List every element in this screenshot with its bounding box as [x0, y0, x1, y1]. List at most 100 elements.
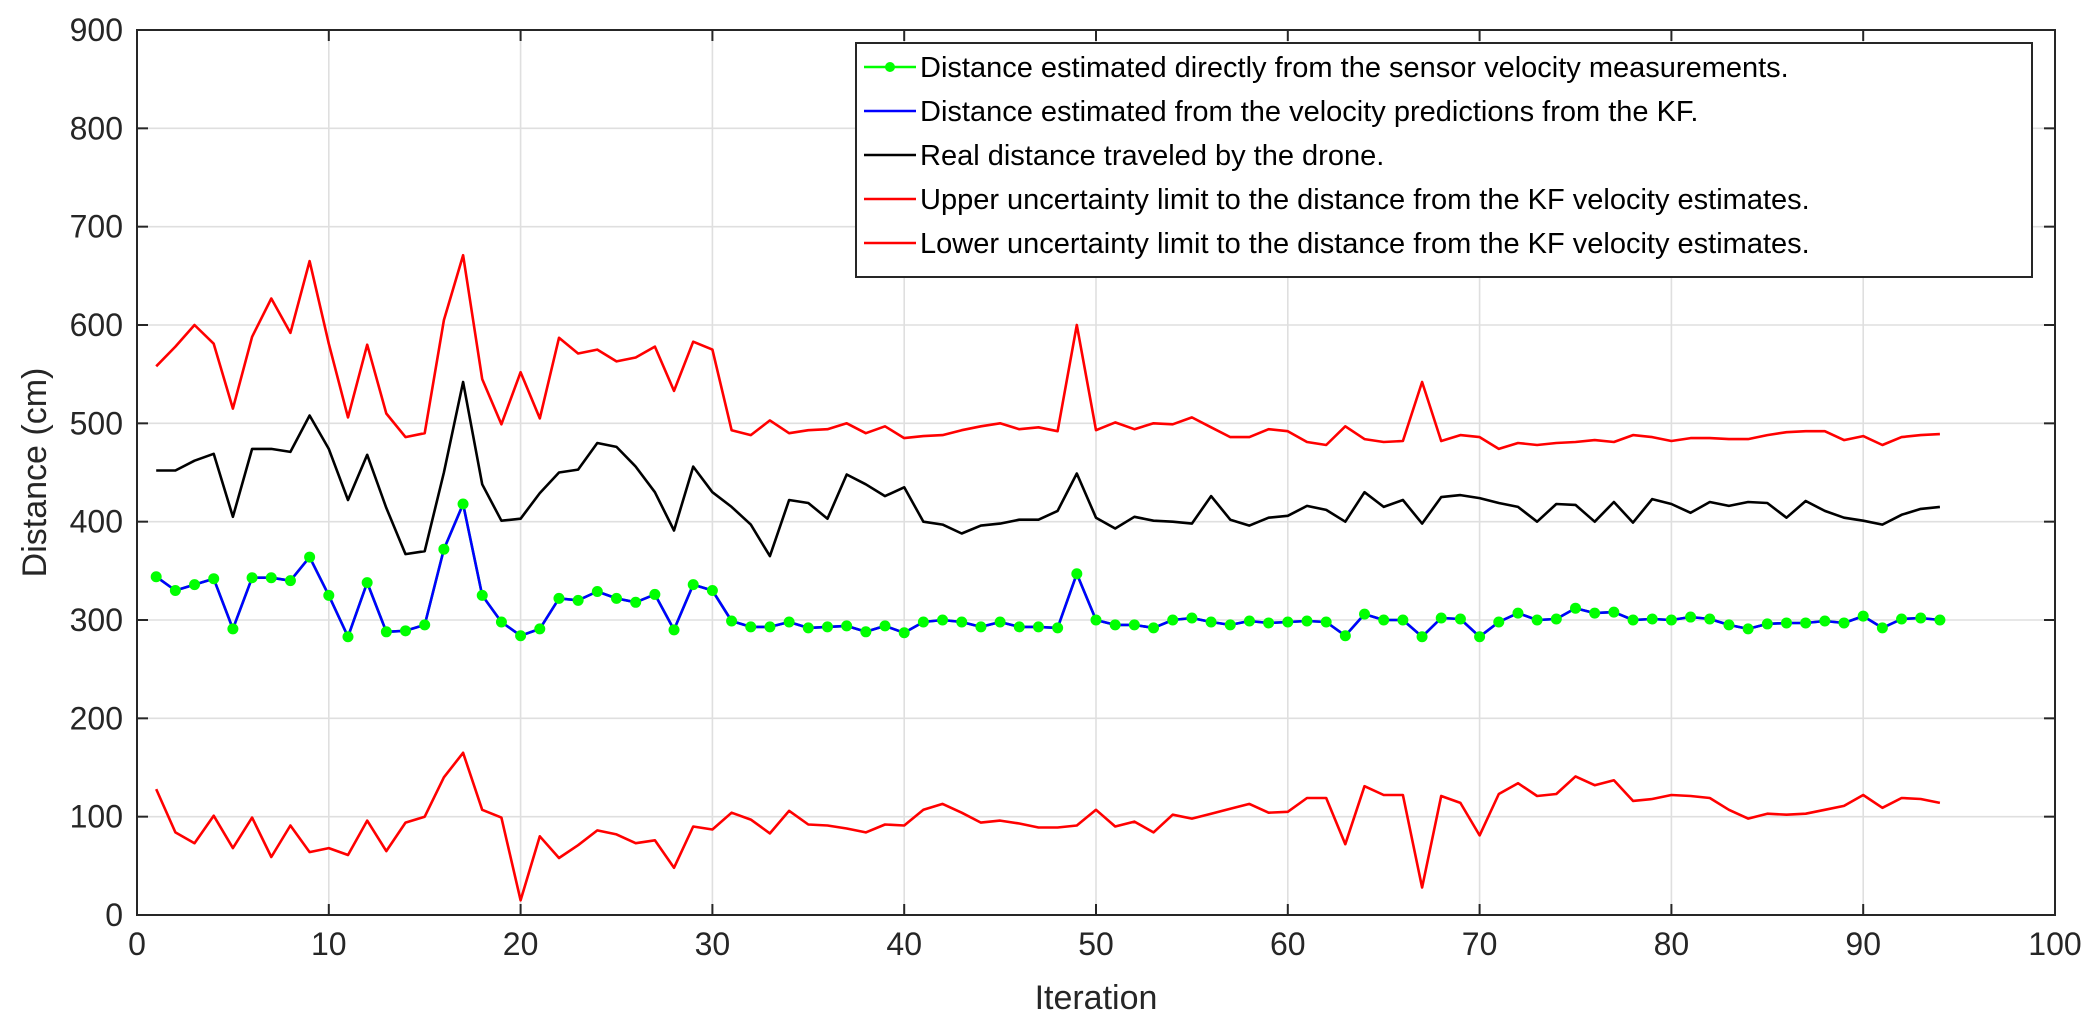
data-point [1474, 631, 1486, 643]
y-tick-label: 200 [70, 700, 123, 736]
x-tick-label: 40 [886, 926, 922, 962]
data-point [937, 614, 949, 626]
data-point [265, 572, 277, 584]
data-point [1109, 619, 1121, 631]
data-point [380, 626, 392, 638]
data-point [400, 625, 412, 637]
data-point [1282, 616, 1294, 628]
data-point [975, 621, 987, 633]
data-point [1205, 616, 1217, 628]
data-point [1838, 617, 1850, 629]
data-point [1090, 614, 1102, 626]
data-point [879, 620, 891, 632]
data-point [495, 616, 507, 628]
data-point [1263, 617, 1275, 629]
data-point [611, 592, 622, 604]
data-point [553, 592, 565, 604]
data-point [1608, 606, 1620, 618]
data-point [1800, 617, 1812, 629]
data-point [706, 585, 718, 596]
data-point [323, 589, 335, 601]
data-point [1243, 615, 1255, 627]
legend-label: Distance estimated from the velocity pre… [920, 96, 1698, 128]
data-point [1780, 617, 1792, 629]
y-tick-label: 700 [70, 209, 123, 245]
data-point [1934, 614, 1946, 626]
data-point [169, 585, 181, 596]
y-tick-label: 0 [105, 897, 123, 933]
y-tick-label: 300 [70, 602, 123, 638]
data-point [802, 622, 814, 634]
data-point [1550, 613, 1562, 625]
x-tick-label: 100 [2028, 926, 2081, 962]
data-point [994, 616, 1006, 628]
legend-label: Lower uncertainty limit to the distance … [920, 228, 1810, 260]
data-point [1435, 612, 1447, 624]
x-tick-label: 20 [503, 926, 539, 962]
data-point [284, 575, 296, 587]
data-point [1454, 613, 1466, 625]
x-tick-label: 80 [1654, 926, 1690, 962]
data-point [1378, 614, 1390, 626]
data-point [150, 571, 162, 583]
data-point [1646, 613, 1658, 625]
data-point [1761, 618, 1773, 630]
legend-marker [885, 62, 895, 72]
data-point [1896, 613, 1908, 625]
data-point [687, 579, 699, 591]
x-tick-label: 70 [1462, 926, 1498, 962]
data-point [917, 616, 929, 628]
data-point [1186, 612, 1198, 624]
data-point [745, 621, 757, 633]
legend: Distance estimated directly from the sen… [855, 42, 2033, 278]
y-tick-label: 100 [70, 799, 123, 835]
data-point [208, 573, 220, 585]
data-point [1320, 616, 1332, 628]
data-point [668, 624, 680, 636]
data-point [1531, 614, 1543, 626]
data-point [515, 630, 527, 642]
y-tick-label: 400 [70, 504, 123, 540]
x-tick-label: 0 [128, 926, 146, 962]
data-point [764, 621, 776, 633]
series-line-4 [155, 751, 1941, 902]
data-point [1819, 615, 1831, 627]
data-point [1359, 608, 1371, 620]
legend-label: Distance estimated directly from the sen… [920, 52, 1789, 84]
data-point [1493, 616, 1505, 628]
data-point [1742, 623, 1754, 635]
legend-label: Upper uncertainty limit to the distance … [920, 184, 1810, 216]
series-line-3 [155, 253, 1940, 451]
data-point [572, 594, 584, 606]
x-tick-label: 60 [1270, 926, 1306, 962]
series-line-1 [155, 502, 1941, 639]
data-point [1876, 622, 1888, 634]
data-point [591, 585, 603, 597]
data-point [630, 596, 642, 608]
data-point [1704, 613, 1716, 625]
y-tick-label: 900 [70, 12, 123, 48]
data-point [227, 623, 239, 635]
x-tick-label: 50 [1078, 926, 1114, 962]
data-point [1397, 614, 1409, 626]
ticks: 0 10 20 30 40 50 60 70 80 90 100 0 100 200 300 400 500 60… [70, 12, 2082, 962]
data-point [860, 626, 872, 638]
data-point [956, 616, 968, 628]
legend-box [855, 42, 2033, 278]
x-tick-label: 90 [1845, 926, 1881, 962]
data-point [1301, 615, 1313, 627]
data-point [476, 589, 488, 601]
data-point [821, 621, 833, 633]
data-point [534, 623, 546, 635]
data-point [1167, 614, 1179, 626]
x-axis-title: Iteration [1035, 979, 1158, 1017]
data-point [457, 498, 469, 510]
data-point [246, 572, 258, 584]
data-point [726, 615, 738, 627]
data-point [783, 616, 795, 628]
data-point [1589, 607, 1601, 619]
y-axis-title: Distance (cm) [16, 368, 54, 578]
data-point [1013, 621, 1025, 633]
data-point [841, 620, 853, 632]
y-tick-label: 600 [70, 307, 123, 343]
